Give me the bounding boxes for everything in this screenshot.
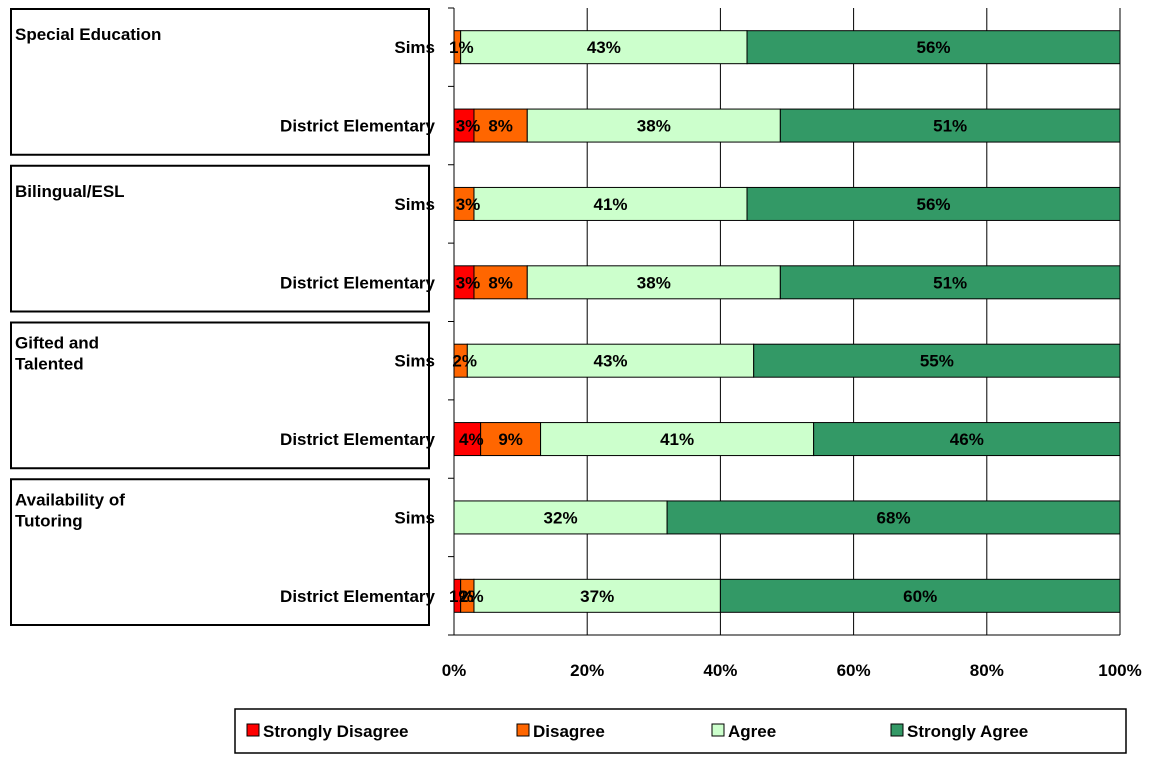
data-label-strongly-agree: 46% xyxy=(950,430,984,449)
x-tick-label: 40% xyxy=(703,661,737,680)
legend-label-agree: Agree xyxy=(728,722,776,741)
grid xyxy=(453,8,1121,635)
data-label-strongly-agree: 51% xyxy=(933,117,967,136)
legend-swatch-disagree xyxy=(516,723,530,737)
bar-strongly-agree xyxy=(779,108,1121,143)
x-tick-label: 20% xyxy=(570,661,604,680)
data-label-disagree: 1% xyxy=(449,38,474,57)
group-box-gifted-and-talented xyxy=(10,321,430,470)
x-tick-label: 100% xyxy=(1098,661,1141,680)
data-label-disagree: 9% xyxy=(498,430,523,449)
data-label-strongly-disagree: 3% xyxy=(456,117,481,136)
data-label-agree: 41% xyxy=(593,195,627,214)
row-label-sims: Sims xyxy=(394,195,435,214)
legend-swatch-strongly-agree xyxy=(890,723,904,737)
data-label-strongly-agree: 56% xyxy=(917,195,951,214)
x-tick-label: 60% xyxy=(837,661,871,680)
data-label-strongly-disagree: 3% xyxy=(456,273,481,292)
legend-label-strongly-disagree: Strongly Disagree xyxy=(263,722,409,741)
data-label-strongly-agree: 51% xyxy=(933,273,967,292)
bar-strongly-agree xyxy=(746,30,1121,65)
data-label-strongly-disagree: 1% xyxy=(449,587,474,606)
data-label-strongly-disagree: 4% xyxy=(459,430,484,449)
data-label-disagree: 8% xyxy=(488,273,513,292)
group-box-bilingual-esl xyxy=(10,164,430,313)
row-label-district-elementary: District Elementary xyxy=(280,587,435,606)
x-tick-label: 80% xyxy=(970,661,1004,680)
data-label-disagree: 2% xyxy=(452,352,477,371)
group-label-availability-of-tutoring: Availability of Tutoring xyxy=(15,490,125,530)
bar-agree xyxy=(473,578,721,613)
data-label-agree: 43% xyxy=(587,38,621,57)
group-label-line: Gifted and xyxy=(15,334,99,353)
group-box-special-education xyxy=(10,8,430,156)
data-label-strongly-agree: 68% xyxy=(877,508,911,527)
bar-strongly-agree xyxy=(746,186,1121,221)
legend-swatch-strongly-disagree xyxy=(246,723,260,737)
data-label-strongly-agree: 55% xyxy=(920,352,954,371)
group-label-line: Talented xyxy=(15,355,84,374)
data-label-agree: 41% xyxy=(660,430,694,449)
data-label-strongly-agree: 60% xyxy=(903,587,937,606)
group-label-line: Availability of xyxy=(15,490,125,509)
data-label-disagree: 8% xyxy=(488,117,513,136)
data-label-agree: 38% xyxy=(637,117,671,136)
legend-label-strongly-agree: Strongly Agree xyxy=(907,722,1028,741)
data-label-agree: 37% xyxy=(580,587,614,606)
bar-strongly-agree xyxy=(779,265,1121,300)
group-label-gifted-and-talented: Gifted and Talented xyxy=(15,334,99,374)
legend: Strongly Disagree Disagree Agree Strongly A… xyxy=(234,708,1127,754)
bar-strongly-agree xyxy=(813,422,1121,457)
bars xyxy=(453,30,1121,613)
row-label-district-elementary: District Elementary xyxy=(280,273,435,292)
x-axis: 0% 20% 40% 60% 80% 100% xyxy=(442,7,1142,680)
bar-agree xyxy=(540,422,815,457)
group-labels: Special Education Bilingual/ESL Gifted and… xyxy=(10,8,430,626)
data-label-disagree: 3% xyxy=(456,195,481,214)
data-label-agree: 32% xyxy=(544,508,578,527)
group-label-line: Bilingual/ESL xyxy=(15,182,125,201)
bar-agree xyxy=(526,265,781,300)
legend-label-disagree: Disagree xyxy=(533,722,605,741)
row-label-district-elementary: District Elementary xyxy=(280,117,435,136)
data-label-agree: 38% xyxy=(637,273,671,292)
row-label-sims: Sims xyxy=(394,352,435,371)
row-label-sims: Sims xyxy=(394,38,435,57)
bar-strongly-disagree xyxy=(453,422,482,457)
bar-agree xyxy=(526,108,781,143)
bar-agree xyxy=(453,500,668,535)
row-label-district-elementary: District Elementary xyxy=(280,430,435,449)
row-label-sims: Sims xyxy=(394,508,435,527)
data-label-strongly-agree: 56% xyxy=(917,38,951,57)
group-label-line: Tutoring xyxy=(15,511,83,530)
group-box-availability-of-tutoring xyxy=(10,478,430,626)
legend-swatch-agree xyxy=(711,723,725,737)
x-tick-label: 0% xyxy=(442,661,467,680)
legend-box xyxy=(234,708,1127,754)
data-label-agree: 43% xyxy=(593,352,627,371)
group-label-special-education: Special Education xyxy=(15,25,161,44)
data-label-disagree: 2% xyxy=(459,587,484,606)
data-labels: Sims 1% 43% 56% District Elementary 3% 8% 38% 51… xyxy=(280,38,984,606)
bar-strongly-agree xyxy=(719,578,1121,613)
bar-strongly-agree xyxy=(753,343,1121,378)
bar-disagree xyxy=(480,422,542,457)
group-label-line: Special Education xyxy=(15,25,161,44)
group-label-bilingual-esl: Bilingual/ESL xyxy=(15,182,125,201)
bar-strongly-agree xyxy=(666,500,1121,535)
bar-agree xyxy=(466,343,755,378)
